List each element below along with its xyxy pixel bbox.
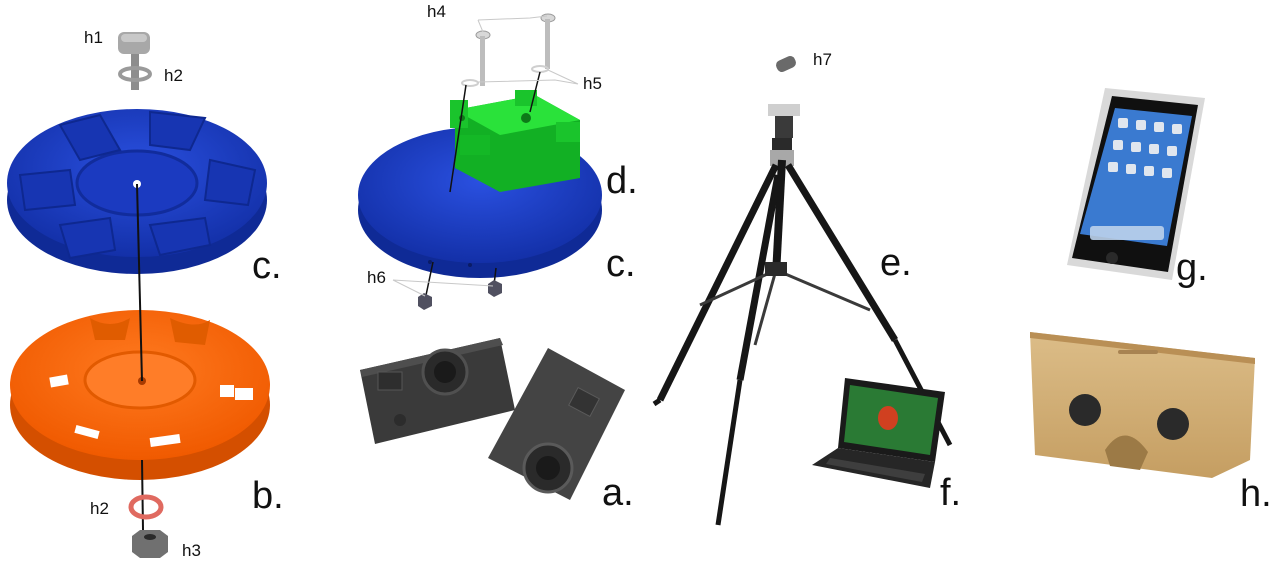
label-h3: h3 xyxy=(182,541,201,560)
action-camera-a1 xyxy=(360,338,515,444)
orange-disc-b xyxy=(10,310,270,480)
label-g: g. xyxy=(1176,247,1208,289)
label-d: d. xyxy=(606,160,638,202)
screw-axis-2 xyxy=(529,71,541,113)
smartphone-g xyxy=(1067,88,1205,280)
blue-disc-c-left xyxy=(7,109,267,274)
label-b: b. xyxy=(252,475,284,517)
tripod-e xyxy=(652,104,953,526)
label-a: a. xyxy=(602,472,634,514)
screw-axis-1 xyxy=(449,84,467,193)
label-c-right: c. xyxy=(606,243,636,285)
bolt-h1 xyxy=(118,32,150,90)
label-h: h. xyxy=(1240,473,1272,515)
label-h7: h7 xyxy=(813,50,832,69)
nuts-h6 xyxy=(418,280,502,310)
nut-axis-1 xyxy=(424,261,434,301)
part-h7 xyxy=(776,55,796,73)
label-c-left: c. xyxy=(252,245,282,287)
laptop-f xyxy=(812,378,945,488)
cardboard-viewer-h xyxy=(1030,332,1255,478)
label-h2-top: h2 xyxy=(164,66,183,85)
leader-h4 xyxy=(477,15,548,33)
washers-h5 xyxy=(461,65,549,87)
label-h5: h5 xyxy=(583,74,602,93)
washer-h2-bottom xyxy=(128,494,164,520)
label-h1: h1 xyxy=(84,28,103,47)
label-e: e. xyxy=(880,242,912,284)
leader-h6 xyxy=(392,279,494,297)
label-h6: h6 xyxy=(367,268,386,287)
leader-h5 xyxy=(477,69,579,85)
label-h4: h4 xyxy=(427,2,446,21)
assembly-axis-left xyxy=(136,183,143,382)
nut-h3 xyxy=(132,530,168,558)
label-f: f. xyxy=(940,472,961,514)
screws-h4 xyxy=(475,13,556,86)
green-mount-d xyxy=(450,90,580,192)
label-h2-bottom: h2 xyxy=(90,499,109,518)
action-camera-a2 xyxy=(488,348,625,500)
washer-h2-top xyxy=(118,66,152,82)
